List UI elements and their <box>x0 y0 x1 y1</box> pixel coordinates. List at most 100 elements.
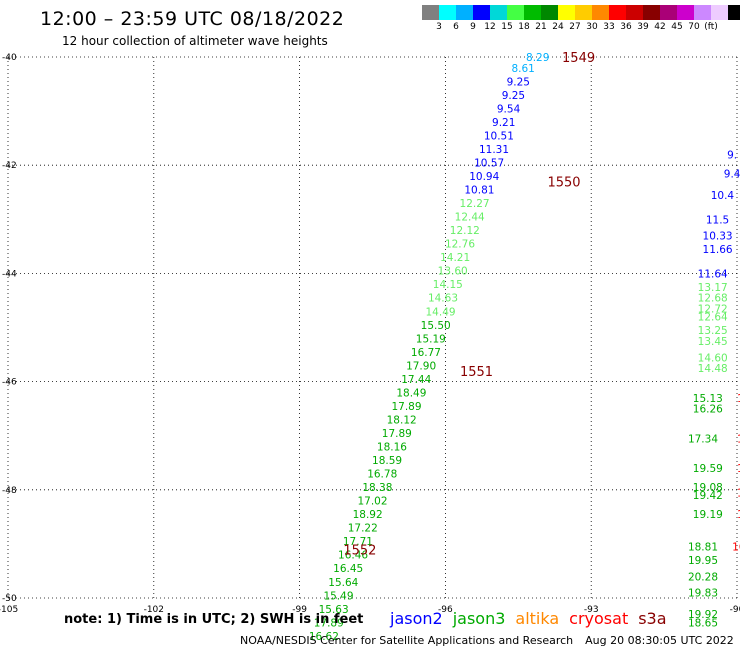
wave-height-value: 15.50 <box>421 320 451 332</box>
legend-label: 18 <box>518 22 530 32</box>
legend-swatch <box>541 5 558 20</box>
legend-label: 24 <box>552 22 564 32</box>
pass-number-label: 1550 <box>547 175 580 190</box>
wave-height-value: 11.5 <box>706 214 729 226</box>
satellite-altika: altika <box>515 609 560 628</box>
wave-height-value: 8.61 <box>511 63 534 75</box>
wave-height-value: 12.72 <box>698 304 728 316</box>
wave-height-value: 17.90 <box>406 360 436 372</box>
pass-number-label: 1549 <box>562 51 595 66</box>
x-tick-label: -105 <box>0 605 18 615</box>
wave-height-value: 14.15 <box>433 279 463 291</box>
wave-height-value: 14.49 <box>426 306 456 318</box>
legend-label: 36 <box>620 22 632 32</box>
wave-height-value: 9. <box>727 149 737 161</box>
legend-label: 42 <box>654 22 666 32</box>
wave-height-value: 18.16 <box>377 442 407 454</box>
wave-height-value: 17.71 <box>343 536 373 548</box>
wave-height-value: 16.77 <box>411 347 441 359</box>
legend-swatch <box>609 5 626 20</box>
wave-height-value: 19.92 <box>688 609 718 621</box>
legend-label: 21 <box>535 22 547 32</box>
wave-height-value: 14.48 <box>698 363 728 375</box>
legend-swatch <box>439 5 456 20</box>
wave-height-value: 16.46 <box>338 550 368 562</box>
wave-height-value: 13.45 <box>698 336 728 348</box>
y-tick-label: -46 <box>2 378 17 388</box>
legend-swatch <box>524 5 541 20</box>
wave-height-value: 16.26 <box>693 404 723 416</box>
wave-height-value: 11.66 <box>703 244 733 256</box>
wave-height-value: 15.13 <box>693 393 723 405</box>
legend-swatch <box>728 5 740 20</box>
legend-swatch <box>456 5 473 20</box>
legend-swatches <box>422 5 740 20</box>
legend-label: 30 <box>586 22 598 32</box>
wave-height-labels: 8.298.619.259.259.549.2110.5111.3110.571… <box>309 52 740 643</box>
pass-number-label: 1552 <box>343 543 376 558</box>
legend-label: 39 <box>637 22 649 32</box>
y-tick-label: -42 <box>2 161 17 171</box>
wave-height-value: 14.21 <box>440 252 470 264</box>
y-tick-label: -50 <box>2 594 17 604</box>
chart-title: 12:00 – 23:59 UTC 08/18/2022 <box>40 8 345 30</box>
wave-height-value: 10.33 <box>703 231 733 243</box>
wave-height-value: 19.42 <box>693 490 723 502</box>
x-tick-label: -90 <box>730 605 740 615</box>
wave-height-value: 18.49 <box>396 387 426 399</box>
wave-height-value: 18.81 <box>688 542 718 554</box>
wave-height-value: 17.22 <box>348 523 378 535</box>
wave-height-value: 12.68 <box>698 293 728 305</box>
legend-label: 45 <box>671 22 683 32</box>
wave-height-value: 10.81 <box>464 185 494 197</box>
wave-height-value: 15.63 <box>319 604 349 616</box>
wave-height-value: 17.89 <box>391 401 421 413</box>
color-legend: 3 6 9 12 15 18 21 24 27 30 33 36 39 42 45 70 (ft) <box>422 5 740 35</box>
footer: NOAA/NESDIS Center for Satellite Applica… <box>240 634 740 647</box>
wave-height-value: 14.63 <box>428 293 458 305</box>
axis-tick-labels: -105 -102 -99 -96 -93 -90 -40 -42 -44 -46 -48 -50 <box>0 53 740 615</box>
legend-label: 9 <box>470 22 476 32</box>
wave-height-value: 10.57 <box>474 157 504 169</box>
wave-height-value: 17.34 <box>688 433 718 445</box>
legend-swatch <box>643 5 660 20</box>
wave-height-value: 15.64 <box>328 577 358 589</box>
wave-height-value: 15.49 <box>323 590 353 602</box>
wave-height-value: 12.12 <box>450 225 480 237</box>
wave-height-value: 11.31 <box>479 144 509 156</box>
wave-height-value: 17.89 <box>382 428 412 440</box>
legend-swatch <box>473 5 490 20</box>
y-tick-label: -44 <box>2 269 17 279</box>
legend-swatch <box>575 5 592 20</box>
wave-height-value: 12.76 <box>445 239 475 251</box>
wave-height-value: 8.29 <box>526 52 549 64</box>
satellite-jason2: jason2 <box>390 609 443 628</box>
y-tick-label: -40 <box>2 53 17 63</box>
legend-label: 12 <box>484 22 496 32</box>
wave-height-value: 12.27 <box>460 198 490 210</box>
legend-label: 33 <box>603 22 615 32</box>
satellite-legend: jason2 jason3 altika cryosat s3a <box>390 609 677 628</box>
wave-height-value: 18.38 <box>362 482 392 494</box>
satellite-s3a: s3a <box>638 609 667 628</box>
grid-lines <box>7 56 738 599</box>
wave-height-value: 9.4 <box>724 168 740 180</box>
legend-label: 3 <box>436 22 442 32</box>
wave-height-value: 13.25 <box>698 325 728 337</box>
satellite-cryosat: cryosat <box>569 609 629 628</box>
wave-height-value: 10.51 <box>484 130 514 142</box>
x-tick-label: -96 <box>438 605 453 615</box>
wave-height-value: 15.19 <box>416 333 446 345</box>
wave-height-value: 1 <box>737 509 740 521</box>
x-tick-label: -93 <box>584 605 599 615</box>
wave-height-value: 12.64 <box>698 312 728 324</box>
x-tick-label: -102 <box>144 605 164 615</box>
wave-height-value: 17.89 <box>314 617 344 629</box>
legend-swatch <box>558 5 575 20</box>
legend-label: 15 <box>501 22 513 32</box>
footer-timestamp: Aug 20 08:30:05 UTC 2022 <box>585 634 734 647</box>
x-tick-label: -99 <box>292 605 307 615</box>
legend-label: 70 <box>688 22 700 32</box>
wave-height-value: 9.21 <box>492 117 515 129</box>
